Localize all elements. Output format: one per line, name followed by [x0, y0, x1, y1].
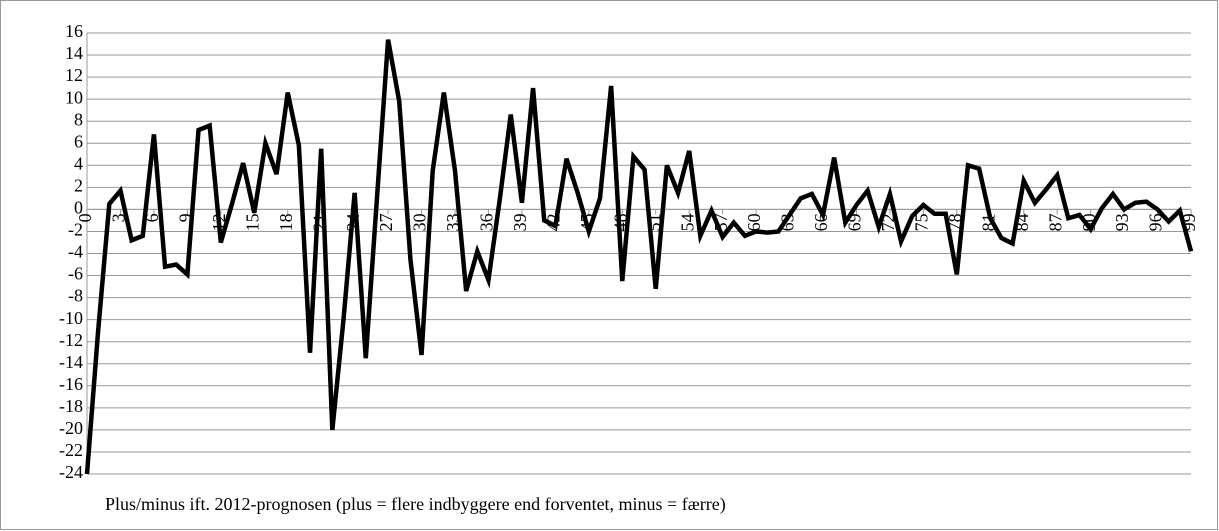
x-tick-label: 6 — [142, 213, 162, 222]
data-line — [84, 39, 1194, 475]
x-tick-label: 15 — [242, 213, 262, 231]
x-tick-label: 18 — [276, 213, 296, 231]
x-tick-label: 54 — [677, 213, 697, 231]
y-tick-label: -18 — [59, 396, 83, 416]
x-tick-label: 60 — [744, 213, 764, 231]
x-axis-label: Plus/minus ift. 2012-prognosen (plus = f… — [105, 494, 726, 515]
y-tick-label: -10 — [59, 308, 83, 328]
y-tick-label: -14 — [59, 352, 83, 372]
x-tick-label: 30 — [410, 213, 430, 231]
y-tick-label: 10 — [65, 87, 83, 107]
y-tick-label: 12 — [65, 65, 83, 85]
y-tick-label: -12 — [59, 330, 83, 350]
x-tick-label: 66 — [811, 213, 831, 231]
x-tick-label: 39 — [510, 213, 530, 231]
x-tick-label: 27 — [376, 213, 396, 231]
x-tick-label: 87 — [1045, 213, 1065, 231]
x-tick-label: 96 — [1146, 213, 1166, 231]
x-tick-label: 3 — [109, 213, 129, 222]
y-tick-label: -20 — [59, 418, 83, 438]
y-tick-label: 0 — [74, 198, 83, 218]
y-tick-label: 14 — [65, 43, 83, 63]
y-tick-label: -4 — [68, 242, 83, 262]
x-tick-label: 0 — [75, 213, 95, 222]
y-tick-label: -2 — [68, 220, 83, 240]
y-tick-label: 4 — [74, 153, 83, 173]
y-tick-label: 2 — [74, 175, 83, 195]
x-tick-label: 36 — [477, 213, 497, 231]
y-tick-label: -16 — [59, 374, 83, 394]
x-tick-label: 9 — [175, 213, 195, 222]
y-tick-label: -22 — [59, 440, 83, 460]
x-tick-label: 93 — [1112, 213, 1132, 231]
y-tick-label: -6 — [68, 264, 83, 284]
y-tick-label: -24 — [59, 462, 83, 482]
y-tick-label: 6 — [74, 131, 83, 151]
y-tick-label: 16 — [65, 21, 83, 41]
y-tick-label: 8 — [74, 109, 83, 129]
x-tick-label: 75 — [911, 213, 931, 231]
y-tick-label: -8 — [68, 286, 83, 306]
